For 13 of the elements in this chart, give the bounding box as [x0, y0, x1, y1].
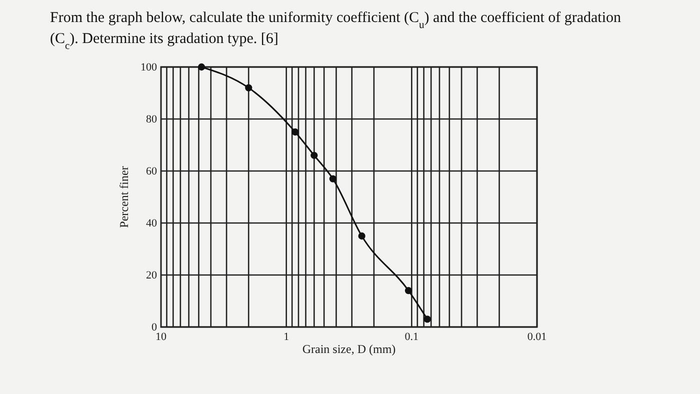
y-tick-label: 20 — [146, 270, 158, 282]
y-tick-label: 40 — [146, 218, 158, 230]
x-tick-label: 0.01 — [527, 330, 547, 343]
chart-title: From the graph below, calculate the uniformity coefficient (C$_{u}$) and the coefficient of gradation (C$_{c}$). Determine its gradation type. [6] — [50, 10, 622, 52]
x-tick-label: 10 — [156, 330, 167, 343]
y-axis-title: Percent finer — [117, 166, 131, 228]
y-tick-label: 60 — [146, 166, 158, 178]
x-axis-title: Grain size, D (mm) — [302, 342, 396, 356]
y-tick-label: 80 — [146, 114, 158, 126]
x-tick-label: 0.1 — [404, 330, 419, 343]
y-tick-label: 0 — [152, 322, 158, 334]
x-tick-label: 1 — [284, 330, 290, 343]
y-tick-label: 100 — [140, 62, 158, 74]
